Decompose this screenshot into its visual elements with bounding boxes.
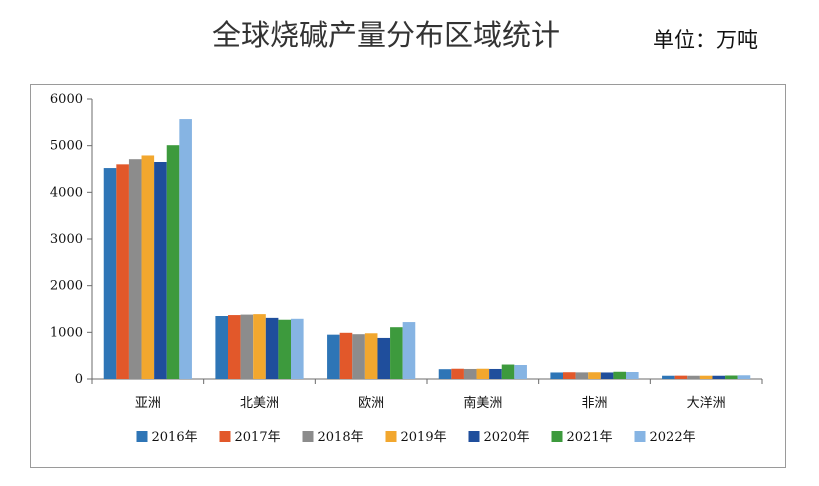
bar bbox=[240, 314, 254, 379]
y-tick-label: 0 bbox=[75, 372, 83, 387]
bar bbox=[253, 314, 266, 379]
bar bbox=[228, 315, 241, 379]
bar bbox=[278, 319, 291, 379]
y-tick-label: 2000 bbox=[50, 279, 83, 294]
bar bbox=[476, 368, 490, 379]
bar bbox=[712, 375, 726, 379]
y-tick-label: 5000 bbox=[50, 139, 83, 154]
legend-swatch bbox=[136, 431, 148, 442]
bar bbox=[489, 368, 502, 379]
legend-swatch bbox=[385, 431, 397, 442]
x-category-label: 北美洲 bbox=[240, 396, 279, 411]
bar bbox=[116, 164, 129, 379]
x-category-label: 亚洲 bbox=[135, 396, 161, 411]
legend-label: 2020年 bbox=[484, 430, 530, 445]
bar bbox=[103, 168, 117, 379]
bar bbox=[451, 368, 464, 379]
bar bbox=[514, 365, 527, 379]
bar bbox=[626, 372, 639, 379]
bar bbox=[563, 372, 576, 379]
legend-label: 2019年 bbox=[401, 430, 447, 445]
unit-label: 单位：万吨 bbox=[653, 28, 758, 52]
bar bbox=[166, 145, 180, 379]
bar bbox=[463, 368, 477, 379]
bar bbox=[364, 333, 378, 379]
bar bbox=[613, 371, 626, 379]
bar bbox=[390, 327, 403, 379]
bar bbox=[339, 332, 353, 379]
y-tick-label: 3000 bbox=[50, 232, 83, 247]
bar bbox=[725, 375, 738, 379]
bar bbox=[600, 372, 614, 379]
bar bbox=[588, 372, 601, 379]
bar bbox=[141, 155, 155, 379]
bar bbox=[352, 334, 365, 379]
y-tick-label: 6000 bbox=[50, 92, 83, 107]
bar bbox=[550, 372, 563, 379]
bar bbox=[699, 375, 713, 379]
bar bbox=[128, 159, 142, 379]
bar bbox=[402, 322, 416, 379]
x-category-label: 大洋洲 bbox=[687, 396, 726, 411]
bar bbox=[154, 162, 167, 379]
bar bbox=[501, 364, 515, 379]
legend-swatch bbox=[551, 431, 563, 442]
legend-label: 2021年 bbox=[567, 430, 613, 445]
y-tick-label: 1000 bbox=[50, 325, 83, 340]
legend-swatch bbox=[219, 431, 231, 442]
y-tick-label: 4000 bbox=[50, 185, 83, 200]
bar bbox=[327, 334, 340, 379]
legend-label: 2016年 bbox=[152, 430, 198, 445]
legend-label: 2017年 bbox=[235, 430, 281, 445]
bar bbox=[687, 375, 700, 379]
bar bbox=[377, 337, 391, 379]
bar bbox=[674, 375, 688, 379]
bar bbox=[265, 317, 279, 379]
chart-frame bbox=[30, 84, 786, 468]
x-category-label: 南美洲 bbox=[463, 395, 502, 411]
bar bbox=[215, 316, 228, 379]
chart-title: 全球烧碱产量分布区域统计 bbox=[212, 18, 561, 52]
legend-swatch bbox=[302, 431, 314, 442]
x-category-label: 欧洲 bbox=[358, 396, 384, 411]
legend-swatch bbox=[468, 431, 480, 442]
bar bbox=[575, 372, 589, 379]
legend-swatch bbox=[634, 431, 646, 442]
legend-label: 2022年 bbox=[650, 430, 696, 445]
bar bbox=[737, 375, 751, 379]
bar bbox=[438, 369, 452, 379]
bar bbox=[662, 375, 675, 379]
legend-label: 2018年 bbox=[318, 430, 364, 445]
bar bbox=[291, 318, 304, 379]
bar bbox=[179, 119, 192, 380]
x-category-label: 非洲 bbox=[581, 396, 607, 411]
